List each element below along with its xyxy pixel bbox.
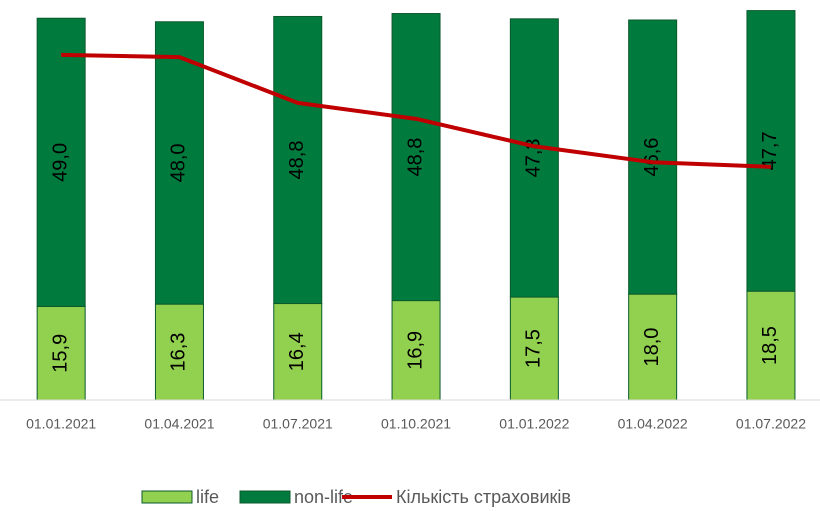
value-label: 16,4	[286, 332, 308, 371]
value-label: 48,0	[168, 143, 190, 182]
bar	[746, 290, 796, 401]
x-tick-label: 01.04.2022	[618, 416, 688, 432]
x-tick-label: 01.01.2022	[499, 416, 569, 432]
bar	[36, 305, 86, 401]
x-tick-label: 01.10.2021	[381, 416, 451, 432]
value-label: 15,9	[49, 334, 71, 373]
x-tick-label: 01.07.2021	[263, 416, 333, 432]
value-label: 46,6	[641, 138, 663, 177]
value-label: 16,3	[168, 333, 190, 372]
bar	[628, 293, 678, 401]
bar	[628, 19, 678, 295]
legend-label: life	[196, 487, 219, 507]
value-label: 18,5	[759, 326, 781, 365]
legend-label: Кількість страховиків	[396, 487, 571, 507]
legend-swatch	[239, 490, 291, 504]
value-label: 17,5	[523, 329, 545, 368]
x-tick-label: 01.04.2021	[144, 416, 214, 432]
line-series	[61, 52, 772, 169]
value-label: 49,0	[49, 143, 71, 182]
bar	[391, 13, 441, 302]
bar	[273, 15, 323, 305]
bar	[154, 21, 204, 305]
bar	[36, 17, 86, 307]
legend-label: non-life	[294, 487, 353, 507]
value-label: 18,0	[641, 328, 663, 367]
value-label: 48,8	[286, 141, 308, 180]
legend-swatch	[141, 490, 193, 504]
bar	[509, 18, 559, 298]
value-label: 16,9	[404, 331, 426, 370]
x-tick-label: 01.01.2021	[26, 416, 96, 432]
bar	[746, 10, 796, 292]
value-label: 47,7	[759, 131, 781, 170]
value-label: 48,8	[404, 138, 426, 177]
x-tick-label: 01.07.2022	[736, 416, 806, 432]
